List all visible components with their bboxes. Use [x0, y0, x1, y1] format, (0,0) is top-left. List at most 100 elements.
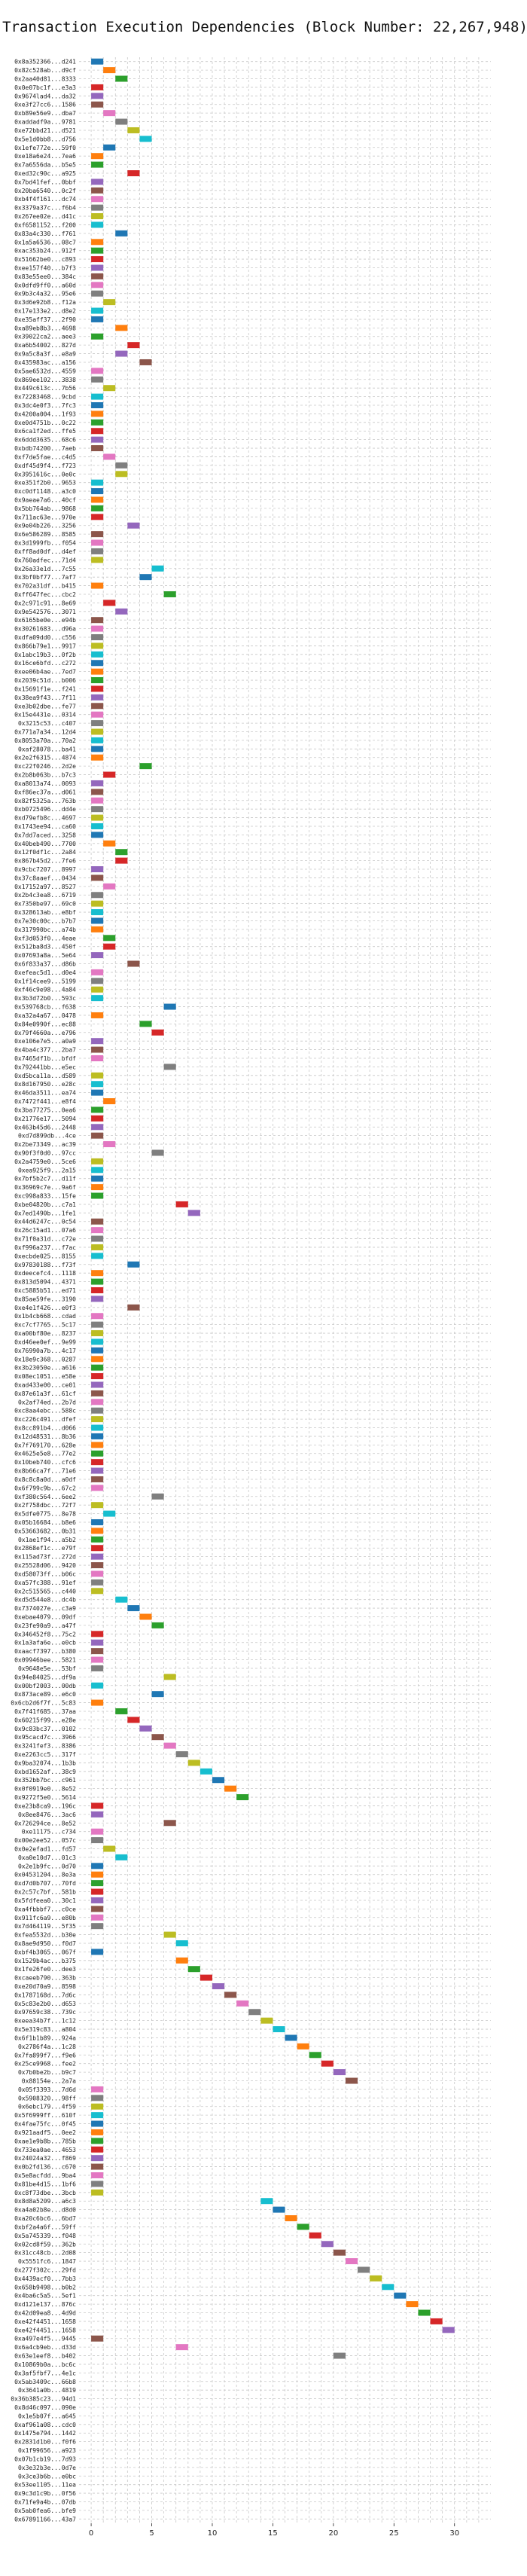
y-tick-label: 0x9a5c8a3f...e8a9	[14, 351, 76, 358]
bar	[91, 711, 104, 718]
bar	[91, 187, 104, 194]
y-tick-label: 0x711ac63e...970e	[14, 514, 76, 520]
y-tick-label: 0x9ba32074...1b3b	[14, 1760, 76, 1766]
bar	[91, 1656, 104, 1663]
bar	[91, 969, 104, 975]
bar	[91, 1278, 104, 1285]
y-tick-label: 0x8ae9d950...f0d7	[14, 1940, 76, 1947]
bar	[91, 368, 104, 374]
y-tick-label: 0x1f14cee9...5199	[14, 978, 76, 984]
bar	[163, 1064, 176, 1070]
y-tick-label: 0x435983ac...a156	[14, 359, 76, 366]
y-tick-label: 0x6ddd3635...68c6	[14, 437, 76, 444]
y-tick-label: 0x5f6999ff...610f	[14, 2112, 76, 2119]
bar	[91, 797, 104, 804]
y-tick-label: 0xe351f2b0...9653	[14, 480, 76, 487]
y-tick-label: 0x1529b4ac...b375	[14, 1958, 76, 1964]
bar	[91, 1923, 104, 1930]
y-tick-label: 0x8a352366...d241	[14, 59, 76, 66]
x-axis-tick-labels: 0 5 10 15 20 25 30	[89, 2523, 459, 2538]
bar	[91, 84, 104, 90]
bar	[91, 1450, 104, 1457]
bar	[91, 1631, 104, 1637]
y-tick-label: 0x00bf2003...00db	[14, 1683, 76, 1689]
y-tick-label: 0x8053a70a...70a2	[14, 737, 76, 744]
bar	[91, 1227, 104, 1234]
bar	[91, 685, 104, 692]
grid-layer	[79, 57, 491, 2523]
y-tick-label: 0x16ce6bfd...c272	[14, 660, 76, 667]
y-tick-label: 0x449c613c...7b56	[14, 385, 76, 392]
bar	[91, 514, 104, 520]
bar	[127, 960, 140, 967]
bar	[91, 1562, 104, 1569]
y-tick-label: 0x9cbc7207...8997	[14, 866, 76, 873]
bar	[91, 1459, 104, 1466]
y-tick-label: 0x813d5094...4371	[14, 1279, 76, 1286]
bar	[91, 1244, 104, 1250]
y-tick-label: 0x2a4759e0...5ce6	[14, 1158, 76, 1165]
bar	[91, 539, 104, 546]
y-tick-label: 0x2b8b063b...b7c3	[14, 772, 76, 779]
x-tick-label: 0	[89, 2529, 93, 2538]
y-tick-label: 0x2786f4a...1c28	[18, 2043, 76, 2050]
bar	[91, 247, 104, 254]
y-tick-label: 0xad433e00...ce01	[14, 1381, 76, 1388]
y-tick-label: 0x2f758dbc...72f7	[14, 1502, 76, 1509]
bar	[91, 1175, 104, 1182]
y-tick-label: 0x5a745339...f048	[14, 2233, 76, 2239]
y-tick-label: 0xa20c6bc6...6bd7	[14, 2215, 76, 2222]
y-tick-label: 0x5e1d0bb8...d756	[14, 136, 76, 142]
bar	[91, 1167, 104, 1174]
y-tick-label: 0x4625e5e8...77e2	[14, 1451, 76, 1457]
y-tick-label: 0xf6581152...f200	[14, 221, 76, 228]
bar	[91, 2095, 104, 2101]
y-tick-label: 0xe0d4751b...0c22	[14, 420, 76, 426]
y-tick-label: 0x07b1cb19...7d93	[14, 2455, 76, 2462]
bar	[115, 608, 128, 615]
bar	[103, 110, 116, 117]
bar	[91, 1338, 104, 1345]
y-tick-label: 0x5908320...98ff	[18, 2095, 76, 2101]
bar	[91, 1313, 104, 1320]
bar	[91, 866, 104, 873]
bar	[91, 402, 104, 409]
y-tick-label: 0xbd1652af...38c9	[14, 1769, 76, 1775]
bar	[91, 1132, 104, 1139]
bar	[91, 780, 104, 786]
y-tick-label: 0x12d48531...8b36	[14, 1433, 76, 1440]
bar	[127, 170, 140, 176]
y-tick-label: 0x20ba6540...0c2f	[14, 188, 76, 194]
bar	[91, 333, 104, 340]
y-tick-label: 0xf46c9e98...4a84	[14, 987, 76, 993]
bar	[91, 1863, 104, 1869]
y-tick-label: 0x658b9498...b0b2	[14, 2284, 76, 2291]
y-tick-label: 0x2c971c91...8e69	[14, 600, 76, 606]
bar	[115, 350, 128, 357]
y-tick-label: 0xbe04820b...c7a1	[14, 1201, 76, 1208]
y-tick-label: 0x37c8aaef...0434	[14, 874, 76, 881]
y-tick-label: 0xea925f9...2a15	[18, 1167, 76, 1174]
y-tick-label: 0x5c83e2b0...d653	[14, 2001, 76, 2007]
bar	[91, 1072, 104, 1079]
bar	[297, 2043, 309, 2050]
y-tick-label: 0xecbde025...8155	[14, 1253, 76, 1259]
y-tick-label: 0x6cb2d6f7f...5c83	[11, 1700, 76, 1707]
bar	[91, 239, 104, 246]
y-tick-label: 0xc226c491...dfef	[14, 1416, 76, 1423]
bar	[91, 2189, 104, 2196]
bar	[91, 316, 104, 322]
bar	[187, 1210, 200, 1216]
bar	[115, 471, 128, 478]
y-tick-label: 0xee06b4ae...7ed7	[14, 669, 76, 676]
y-tick-label: 0x8d167950...e28c	[14, 1081, 76, 1088]
y-tick-label: 0x5fdfeea0...30c1	[14, 1897, 76, 1904]
y-tick-label: 0x6ebc179...4f59	[18, 2104, 76, 2111]
bar	[127, 1261, 140, 1268]
y-tick-label: 0x23fe90a9...a47f	[14, 1622, 76, 1629]
y-tick-label: 0xb89e56e9...dba7	[14, 110, 76, 117]
bar	[103, 600, 116, 606]
bar	[103, 771, 116, 778]
y-tick-label: 0x87e61a3f...61cf	[14, 1390, 76, 1397]
